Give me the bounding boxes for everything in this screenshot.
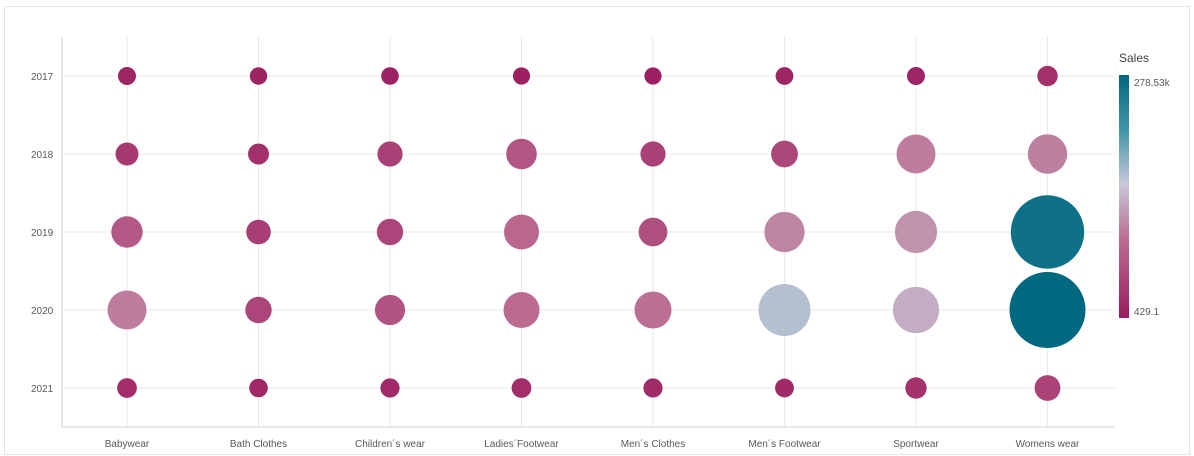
legend-title: Sales bbox=[1119, 51, 1149, 65]
bubble-point[interactable] bbox=[381, 67, 399, 85]
bubble-point[interactable] bbox=[512, 67, 531, 85]
bubble-point[interactable] bbox=[1009, 272, 1086, 348]
bubble-point[interactable] bbox=[634, 291, 672, 329]
bubble-point[interactable] bbox=[643, 378, 663, 398]
x-tick-label: Womens wear bbox=[1016, 439, 1080, 450]
legend-gradient-bar bbox=[1119, 75, 1129, 318]
chart-frame: Babywear Bath Clothes Children´s wear Ladie… bbox=[4, 6, 1190, 455]
bubble-point[interactable] bbox=[506, 138, 537, 170]
bubble-point[interactable] bbox=[118, 67, 136, 85]
bubble-point[interactable] bbox=[758, 284, 811, 336]
bubble-point[interactable] bbox=[907, 67, 925, 85]
x-tick-label: Bath Clothes bbox=[230, 439, 287, 450]
bubble-point[interactable] bbox=[511, 378, 532, 398]
y-tick-label: 2020 bbox=[31, 306, 54, 317]
bubble-point[interactable] bbox=[503, 292, 540, 328]
y-tick-label: 2021 bbox=[31, 384, 54, 395]
x-tick-labels: Babywear Bath Clothes Children´s wear Ladie… bbox=[105, 438, 1080, 450]
bubble-point[interactable] bbox=[1037, 65, 1058, 87]
y-tick-label: 2017 bbox=[31, 72, 54, 83]
y-tick-label: 2019 bbox=[31, 228, 54, 239]
x-tick-label: Men´s Footwear bbox=[748, 438, 821, 450]
bubble-chart: Babywear Bath Clothes Children´s wear Ladie… bbox=[31, 37, 1171, 450]
bubble-point[interactable] bbox=[896, 134, 936, 174]
legend-min-label: 429.1 bbox=[1134, 307, 1159, 318]
color-legend: Sales 278.53k 429.1 bbox=[1119, 51, 1171, 318]
bubble-point[interactable] bbox=[117, 378, 137, 398]
bubble-point[interactable] bbox=[111, 216, 143, 248]
bubble-point[interactable] bbox=[380, 378, 400, 398]
bubble-point[interactable] bbox=[640, 141, 666, 167]
bubble-point[interactable] bbox=[249, 378, 268, 398]
x-tick-label: Sportwear bbox=[893, 439, 939, 450]
bubble-point[interactable] bbox=[771, 140, 798, 168]
bubble-point[interactable] bbox=[1027, 134, 1068, 174]
bubble-point[interactable] bbox=[115, 142, 139, 166]
bubble-point[interactable] bbox=[638, 217, 668, 247]
bubble-point[interactable] bbox=[1034, 375, 1061, 401]
bubble-point[interactable] bbox=[894, 210, 938, 254]
legend-max-label: 278.53k bbox=[1134, 78, 1171, 89]
bubble-point[interactable] bbox=[504, 214, 539, 250]
y-tick-labels: 2017 2018 2019 2020 2021 bbox=[31, 72, 54, 395]
bubble-point[interactable] bbox=[248, 143, 269, 165]
bubbles-layer bbox=[107, 65, 1086, 401]
bubble-point[interactable] bbox=[376, 218, 404, 246]
x-tick-label: Children´s wear bbox=[355, 438, 426, 450]
bubble-point[interactable] bbox=[1010, 195, 1085, 269]
bubble-point[interactable] bbox=[775, 67, 794, 85]
bubble-point[interactable] bbox=[764, 211, 805, 253]
bubble-point[interactable] bbox=[107, 290, 147, 330]
y-tick-label: 2018 bbox=[31, 150, 54, 161]
bubble-point[interactable] bbox=[892, 286, 940, 334]
bubble-point[interactable] bbox=[374, 294, 406, 326]
x-tick-label: Babywear bbox=[105, 439, 150, 450]
bubble-point[interactable] bbox=[377, 141, 403, 167]
bubble-point[interactable] bbox=[644, 67, 662, 85]
x-tick-label: Ladies´Footwear bbox=[484, 438, 559, 450]
bubble-point[interactable] bbox=[245, 296, 272, 324]
bubble-point[interactable] bbox=[249, 67, 268, 85]
bubble-point[interactable] bbox=[775, 378, 794, 398]
grid-lines bbox=[62, 37, 1115, 427]
x-tick-label: Men´s Clothes bbox=[621, 438, 685, 450]
bubble-point[interactable] bbox=[246, 219, 271, 245]
bubble-point[interactable] bbox=[905, 377, 927, 399]
